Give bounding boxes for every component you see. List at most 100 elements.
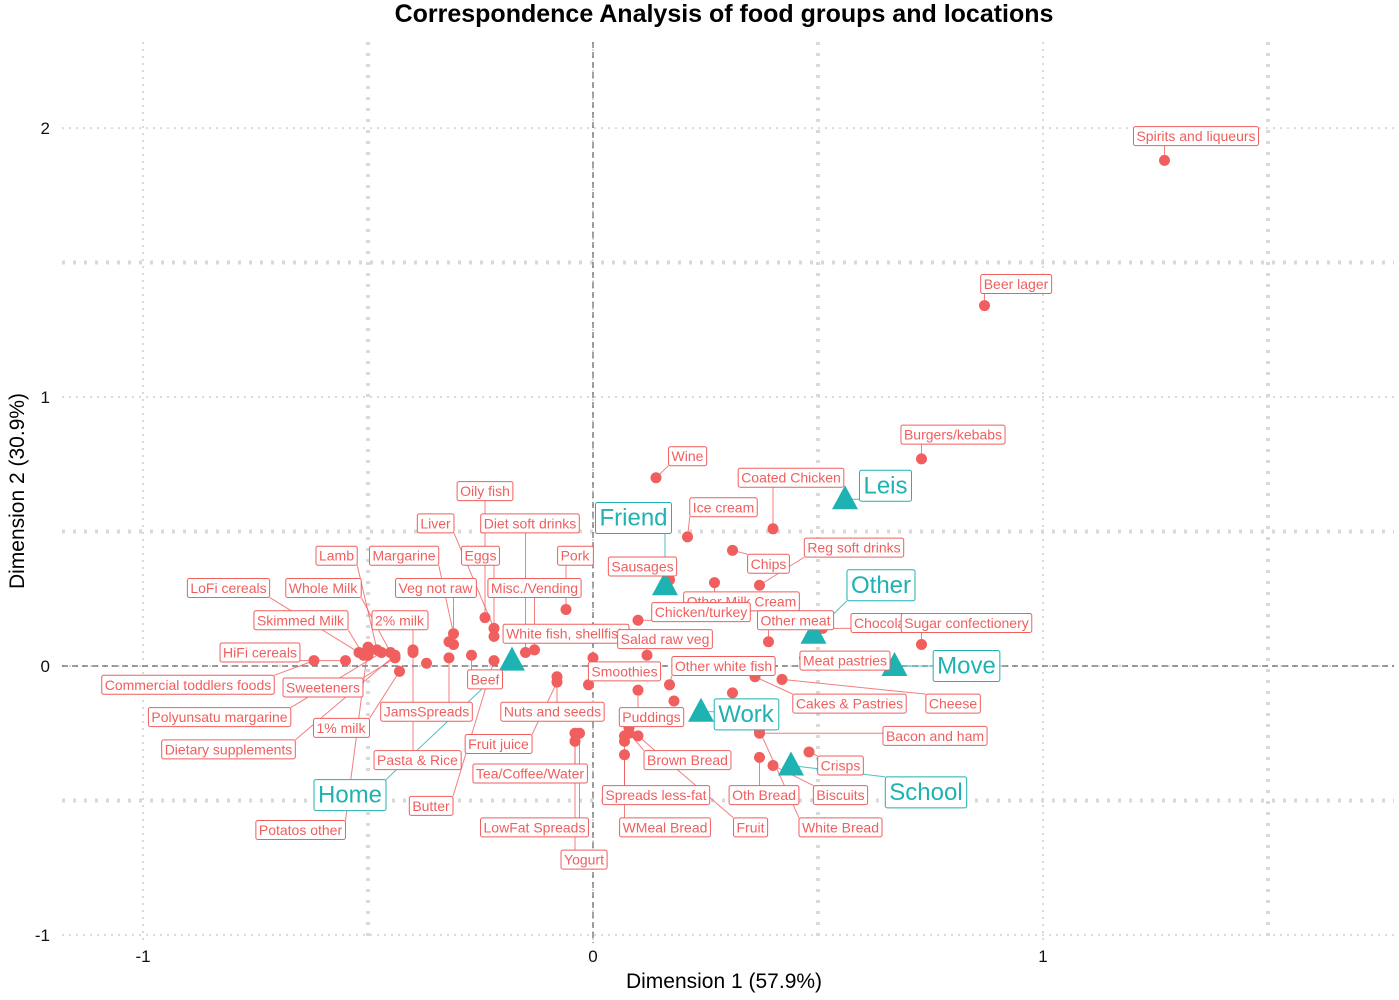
row-point-label: LowFat Spreads — [484, 819, 586, 835]
row-point-label: Burgers/kebabs — [904, 427, 1002, 443]
reference-lines — [62, 42, 1394, 943]
label-box — [480, 513, 580, 534]
row-point-label: White fish, shellfish — [506, 626, 626, 642]
row-point-label: Biscuits — [816, 787, 864, 803]
row-point-label: Wine — [672, 448, 704, 464]
row-point-label: Skimmed Milk — [257, 612, 345, 628]
row-point-marker — [767, 523, 779, 535]
row-point-marker — [776, 673, 788, 685]
row-point-marker — [569, 735, 581, 747]
row-point-marker — [421, 657, 432, 669]
row-point-marker — [362, 649, 374, 661]
label-box — [932, 649, 1001, 682]
label-box — [980, 274, 1053, 295]
column-point-label: Move — [937, 652, 996, 679]
label-box — [594, 502, 673, 535]
row-point-label: Sweeteners — [286, 679, 360, 695]
label-box — [313, 779, 387, 812]
row-point-marker — [682, 531, 693, 543]
row-point-label: Coated Chicken — [741, 470, 841, 486]
label-box — [255, 820, 346, 841]
label-leader-line — [362, 657, 396, 679]
row-point-marker — [632, 730, 644, 742]
label-box — [219, 642, 301, 663]
label-box — [285, 577, 362, 598]
row-point-label: Pasta & Rice — [377, 752, 458, 768]
column-point-marker — [688, 697, 714, 722]
label-box — [147, 707, 292, 728]
row-point-label: Tea/Coffee/Water — [476, 766, 585, 782]
row-point-marker — [488, 655, 500, 667]
row-point-marker — [340, 655, 351, 667]
row-point-label: Reg soft drinks — [807, 540, 900, 556]
label-box — [756, 610, 835, 631]
row-point-label: Salad raw veg — [621, 631, 710, 647]
row-point-marker — [727, 544, 738, 556]
row-point-label: Liver — [420, 515, 451, 531]
label-box — [500, 701, 605, 722]
row-point-marker — [407, 647, 419, 659]
y-tick-label: 0 — [41, 657, 50, 676]
x-tick-label: 0 — [588, 947, 597, 966]
row-point-label: Brown Bread — [647, 752, 728, 768]
row-point-label: Veg not raw — [399, 580, 474, 596]
row-point-marker — [560, 603, 572, 615]
label-box — [798, 817, 883, 838]
row-point-marker — [767, 759, 779, 771]
row-point-marker — [308, 655, 320, 667]
row-point-marker — [763, 636, 774, 648]
label-leader-line — [637, 735, 734, 819]
column-point-marker — [832, 485, 858, 510]
row-point-label: Ice cream — [693, 499, 754, 515]
row-point-marker — [479, 612, 491, 624]
row-point-label: Cheese — [929, 696, 977, 712]
row-point-label: Other white fish — [675, 658, 772, 674]
label-box — [408, 795, 454, 816]
label-box — [601, 785, 711, 806]
label-box — [161, 739, 296, 760]
label-box — [312, 717, 370, 738]
y-tick-label: 2 — [41, 119, 50, 138]
row-point-marker — [488, 630, 500, 642]
column-point-label: Friend — [599, 505, 667, 532]
row-point-label: Pork — [561, 548, 591, 564]
chart-title: Correspondence Analysis of food groups a… — [395, 0, 1054, 28]
label-box — [900, 612, 1033, 633]
label-box — [467, 669, 504, 690]
row-point-label: WMeal Bread — [623, 819, 708, 835]
row-point-marker — [619, 749, 630, 761]
row-point-marker — [520, 647, 531, 659]
label-box — [380, 701, 473, 722]
y-axis-title: Dimension 2 (30.9%) — [6, 393, 29, 589]
column-point-marker — [499, 646, 525, 671]
column-point-label: Work — [718, 701, 775, 728]
label-box — [858, 469, 913, 502]
y-tick-label: 1 — [41, 388, 50, 407]
column-point-label: School — [889, 779, 962, 806]
row-point-marker — [1159, 154, 1170, 166]
row-point-marker — [619, 730, 630, 742]
label-leader-line — [369, 671, 400, 719]
row-point-label: Spirits and liqueurs — [1136, 128, 1255, 144]
plot-marks: Spirits and liqueurs Beer lager Burgers/ke… — [101, 126, 1260, 870]
label-box — [461, 545, 500, 566]
label-box — [689, 497, 758, 518]
label-box — [371, 610, 429, 631]
column-point-label: Other — [851, 572, 911, 599]
label-box — [618, 707, 685, 728]
row-point-marker — [979, 300, 990, 312]
column-point-label: Leis — [863, 472, 907, 499]
label-box — [1132, 126, 1260, 147]
label-box — [480, 817, 589, 838]
row-point-label: Bacon and ham — [886, 728, 984, 744]
x-axis-title: Dimension 1 (57.9%) — [626, 970, 822, 993]
row-point-marker — [551, 676, 563, 688]
label-box — [799, 650, 891, 671]
row-point-marker — [632, 614, 644, 626]
label-box — [643, 750, 732, 771]
row-point-marker — [664, 679, 675, 691]
label-box — [668, 446, 708, 467]
row-point-label: Crisps — [821, 757, 861, 773]
row-point-marker — [362, 641, 374, 653]
